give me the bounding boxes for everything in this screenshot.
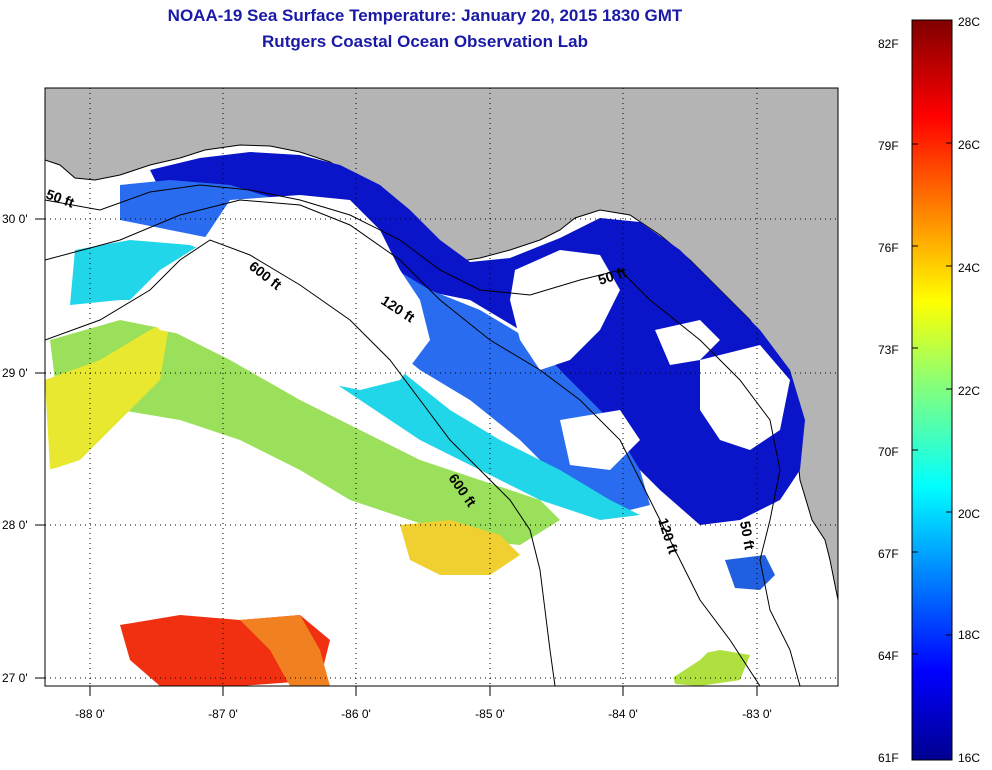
lon-label: -84 0' [608, 707, 638, 721]
map-title: NOAA-19 Sea Surface Temperature: January… [167, 6, 683, 25]
colorbar-fahrenheit-label: 70F [878, 445, 899, 459]
sst-orange-edge [240, 615, 330, 686]
colorbar-celsius-label: 28C [958, 15, 980, 29]
contour-50ft [45, 184, 801, 686]
depth-contours [45, 184, 801, 686]
lon-label: -88 0' [75, 707, 105, 721]
colorbar-fahrenheit-label: 76F [878, 241, 899, 255]
map-subtitle: Rutgers Coastal Ocean Observation Lab [262, 32, 588, 51]
sst-midshelf-blue [120, 180, 650, 515]
colorbar-celsius-label: 26C [958, 138, 980, 152]
colorbar-ticks [912, 142, 952, 655]
lat-label: 27 0' [2, 671, 28, 685]
sst-big-bend-blue-patch [725, 555, 775, 590]
lon-label: -86 0' [341, 707, 371, 721]
colorbar-celsius-label: 22C [958, 384, 980, 398]
lat-label: 28 0' [2, 518, 28, 532]
sst-yellow-zone [45, 320, 170, 470]
lon-label: -87 0' [208, 707, 238, 721]
colorbar-fahrenheit-label: 64F [878, 649, 899, 663]
axis-ticks [35, 218, 758, 696]
colorbar-fahrenheit-label: 67F [878, 547, 899, 561]
lon-label: -85 0' [475, 707, 505, 721]
lon-label: -83 0' [742, 707, 772, 721]
map-border [44, 87, 839, 687]
contour-label: 50 ft [737, 520, 758, 551]
colorbar-fahrenheit-label: 79F [878, 139, 899, 153]
colorbar-fahrenheit-label: 61F [878, 751, 899, 765]
lat-label: 30 0' [2, 212, 28, 226]
graticule [45, 88, 838, 686]
sst-green-zone [50, 320, 560, 545]
lat-label: 29 0' [2, 366, 28, 380]
colorbar-celsius-label: 18C [958, 628, 980, 642]
colorbar-celsius-label: 24C [958, 261, 980, 275]
contour-120ft [45, 199, 761, 686]
colorbar-celsius-label: 16C [958, 751, 980, 765]
temperature-colorbar [911, 19, 953, 761]
sst-nearshore-dark-blue [150, 152, 805, 525]
colorbar-fahrenheit-label: 82F [878, 37, 899, 51]
colorbar-fahrenheit-label: 73F [878, 343, 899, 357]
colorbar-celsius-label: 20C [958, 507, 980, 521]
contour-600ft [45, 239, 556, 686]
